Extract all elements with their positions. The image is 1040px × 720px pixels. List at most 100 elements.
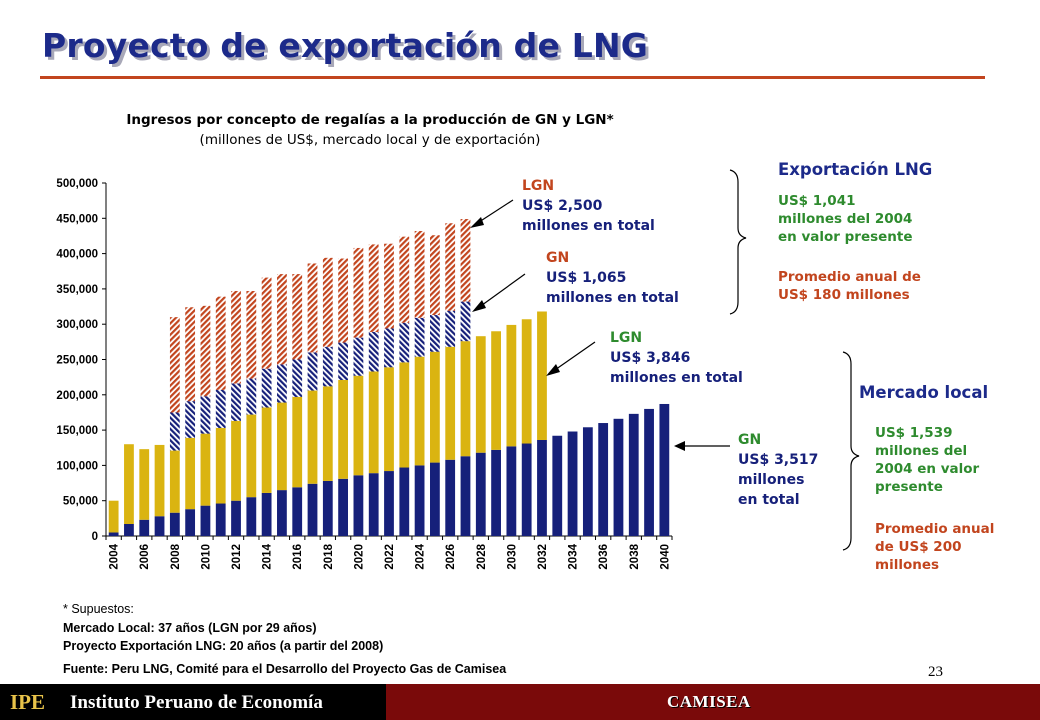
chart-title: Ingresos por concepto de regalías a la p… bbox=[126, 112, 614, 128]
bar-segment-solid-gold-2028 bbox=[475, 336, 486, 453]
bar-segment-hatch-navy-2014 bbox=[261, 368, 272, 408]
bar-segment-solid-navy-2015 bbox=[277, 490, 287, 536]
x-tick-label: 2024 bbox=[415, 543, 427, 569]
bar-segment-solid-navy-2030 bbox=[506, 446, 517, 536]
bar-segment-solid-navy-2033 bbox=[552, 435, 563, 536]
bar-segment-hatch-red-2017 bbox=[307, 263, 318, 353]
title-underline bbox=[40, 76, 985, 79]
bar-segment-solid-navy-2013 bbox=[246, 497, 257, 536]
local-value-line2: millones del bbox=[875, 443, 968, 459]
ipe-logo: IPE bbox=[10, 690, 46, 714]
institute-name: Instituto Peruano de Economía bbox=[70, 692, 323, 713]
source-note: Fuente: Peru LNG, Comité para el Desarro… bbox=[63, 662, 507, 676]
local-value-line1: US$ 1,539 bbox=[875, 425, 953, 441]
local-heading: Mercado local bbox=[859, 383, 989, 402]
annotation-lgn-export-value: US$ 2,500 bbox=[522, 198, 603, 214]
bar-segment-solid-gold-2007 bbox=[154, 444, 165, 517]
y-tick-label: 100,000 bbox=[56, 460, 98, 472]
y-tick-label: 450,000 bbox=[56, 213, 98, 225]
x-tick-label: 2018 bbox=[323, 543, 335, 569]
x-tick-label: 2012 bbox=[231, 544, 243, 570]
bar-segment-hatch-navy-2022 bbox=[384, 328, 394, 368]
x-tick-label: 2008 bbox=[170, 543, 182, 569]
bar-segment-hatch-red-2019 bbox=[338, 258, 348, 343]
bar-segment-solid-navy-2006 bbox=[139, 519, 150, 536]
x-tick-label: 2030 bbox=[506, 544, 518, 570]
bar-segment-hatch-navy-2021 bbox=[368, 331, 379, 372]
bar-segment-solid-gold-2021 bbox=[368, 371, 379, 474]
bar-segment-solid-navy-2011 bbox=[215, 503, 226, 536]
x-tick-label: 2010 bbox=[200, 544, 212, 570]
bar-segment-hatch-red-2026 bbox=[445, 223, 456, 311]
local-avg-line3: millones bbox=[875, 557, 940, 573]
bar-segment-hatch-navy-2018 bbox=[322, 346, 333, 387]
bar-segment-solid-gold-2031 bbox=[521, 319, 532, 444]
bar-segment-hatch-red-2022 bbox=[384, 243, 394, 329]
x-tick-label: 2006 bbox=[139, 544, 151, 570]
bar-segment-solid-gold-2018 bbox=[322, 386, 333, 481]
bar-segment-hatch-navy-2016 bbox=[292, 359, 303, 397]
local-present-value: US$ 1,539 millones del 2004 en valor pre… bbox=[875, 424, 979, 496]
x-tick-label: 2016 bbox=[292, 544, 304, 570]
annotation-lgn-export-unit: millones en total bbox=[522, 218, 655, 234]
bar-segment-hatch-navy-2009 bbox=[185, 401, 196, 438]
bar-segment-hatch-navy-2027 bbox=[460, 301, 471, 342]
y-tick-label: 50,000 bbox=[63, 496, 98, 508]
bar-segment-solid-gold-2016 bbox=[292, 396, 303, 488]
local-avg-line1: Promedio anual bbox=[875, 521, 995, 537]
bar-segment-hatch-navy-2017 bbox=[307, 352, 318, 391]
y-tick-label: 150,000 bbox=[56, 425, 98, 437]
bar-segment-hatch-navy-2020 bbox=[353, 337, 364, 376]
bar-segment-solid-gold-2017 bbox=[307, 390, 318, 484]
bar-segment-solid-navy-2040 bbox=[659, 403, 670, 536]
project-name: CAMISEA bbox=[667, 692, 751, 711]
bar-segment-solid-navy-2007 bbox=[154, 516, 165, 536]
bar-segment-solid-gold-2013 bbox=[246, 414, 257, 498]
chart-subtitle: (millones de US$, mercado local y de exp… bbox=[199, 132, 541, 148]
assumptions-notes: * Supuestos: Mercado Local: 37 años (LGN… bbox=[63, 600, 383, 656]
bar-segment-solid-navy-2008 bbox=[169, 512, 180, 536]
export-value-line1: US$ 1,041 bbox=[778, 193, 856, 209]
bar-segment-solid-navy-2037 bbox=[613, 418, 624, 536]
bar-segment-hatch-red-2010 bbox=[200, 305, 211, 397]
bar-segment-solid-gold-2011 bbox=[215, 427, 226, 504]
annotation-lgn-local-label: LGN bbox=[610, 330, 643, 346]
annotation-gn-export-label: GN bbox=[546, 250, 570, 266]
annotation-gn-local: GN US$ 3,517 millones en total bbox=[738, 430, 818, 510]
bar-segment-solid-navy-2012 bbox=[231, 500, 241, 536]
bar-segment-hatch-red-2025 bbox=[430, 235, 440, 316]
annotation-gn-local-label: GN bbox=[738, 432, 762, 448]
bar-segment-solid-gold-2027 bbox=[460, 341, 471, 457]
arrow-gn-export bbox=[477, 273, 526, 309]
bar-segment-solid-navy-2019 bbox=[338, 478, 348, 536]
bar-segment-solid-navy-2027 bbox=[460, 456, 471, 536]
y-tick-label: 350,000 bbox=[56, 284, 98, 296]
bar-segment-solid-gold-2032 bbox=[537, 311, 547, 440]
bar-segment-hatch-red-2009 bbox=[185, 307, 196, 402]
bar-segment-solid-navy-2036 bbox=[598, 423, 609, 536]
bar-segment-solid-gold-2006 bbox=[139, 449, 150, 520]
x-tick-label: 2038 bbox=[629, 543, 641, 569]
bar-segment-solid-navy-2023 bbox=[399, 467, 410, 536]
bar-segment-solid-gold-2025 bbox=[430, 351, 440, 463]
bar-segment-solid-gold-2029 bbox=[491, 331, 501, 450]
notes-heading: * Supuestos: bbox=[63, 602, 134, 616]
arrow-lgn-export-head bbox=[470, 217, 484, 228]
arrow-lgn-local bbox=[551, 341, 596, 373]
x-tick-label: 2014 bbox=[262, 543, 274, 569]
bar-segment-hatch-navy-2008 bbox=[169, 412, 180, 451]
y-tick-label: 400,000 bbox=[56, 249, 98, 261]
x-tick-label: 2032 bbox=[537, 544, 549, 570]
bar-segment-solid-navy-2017 bbox=[307, 483, 318, 536]
bar-segment-solid-navy-2024 bbox=[414, 465, 425, 536]
bar-segment-solid-navy-2038 bbox=[628, 413, 639, 536]
annotation-gn-local-unit: millones bbox=[738, 472, 805, 488]
export-avg-line2: US$ 180 millones bbox=[778, 287, 910, 303]
bar-segment-hatch-red-2024 bbox=[414, 231, 425, 318]
annotation-lgn-local-value: US$ 3,846 bbox=[610, 350, 691, 366]
brace-local bbox=[842, 351, 860, 551]
annotation-gn-export: GN US$ 1,065 millones en total bbox=[546, 248, 679, 308]
x-tick-label: 2040 bbox=[659, 544, 671, 570]
bar-segment-hatch-navy-2025 bbox=[430, 315, 440, 352]
bar-segment-hatch-red-2023 bbox=[399, 236, 410, 323]
